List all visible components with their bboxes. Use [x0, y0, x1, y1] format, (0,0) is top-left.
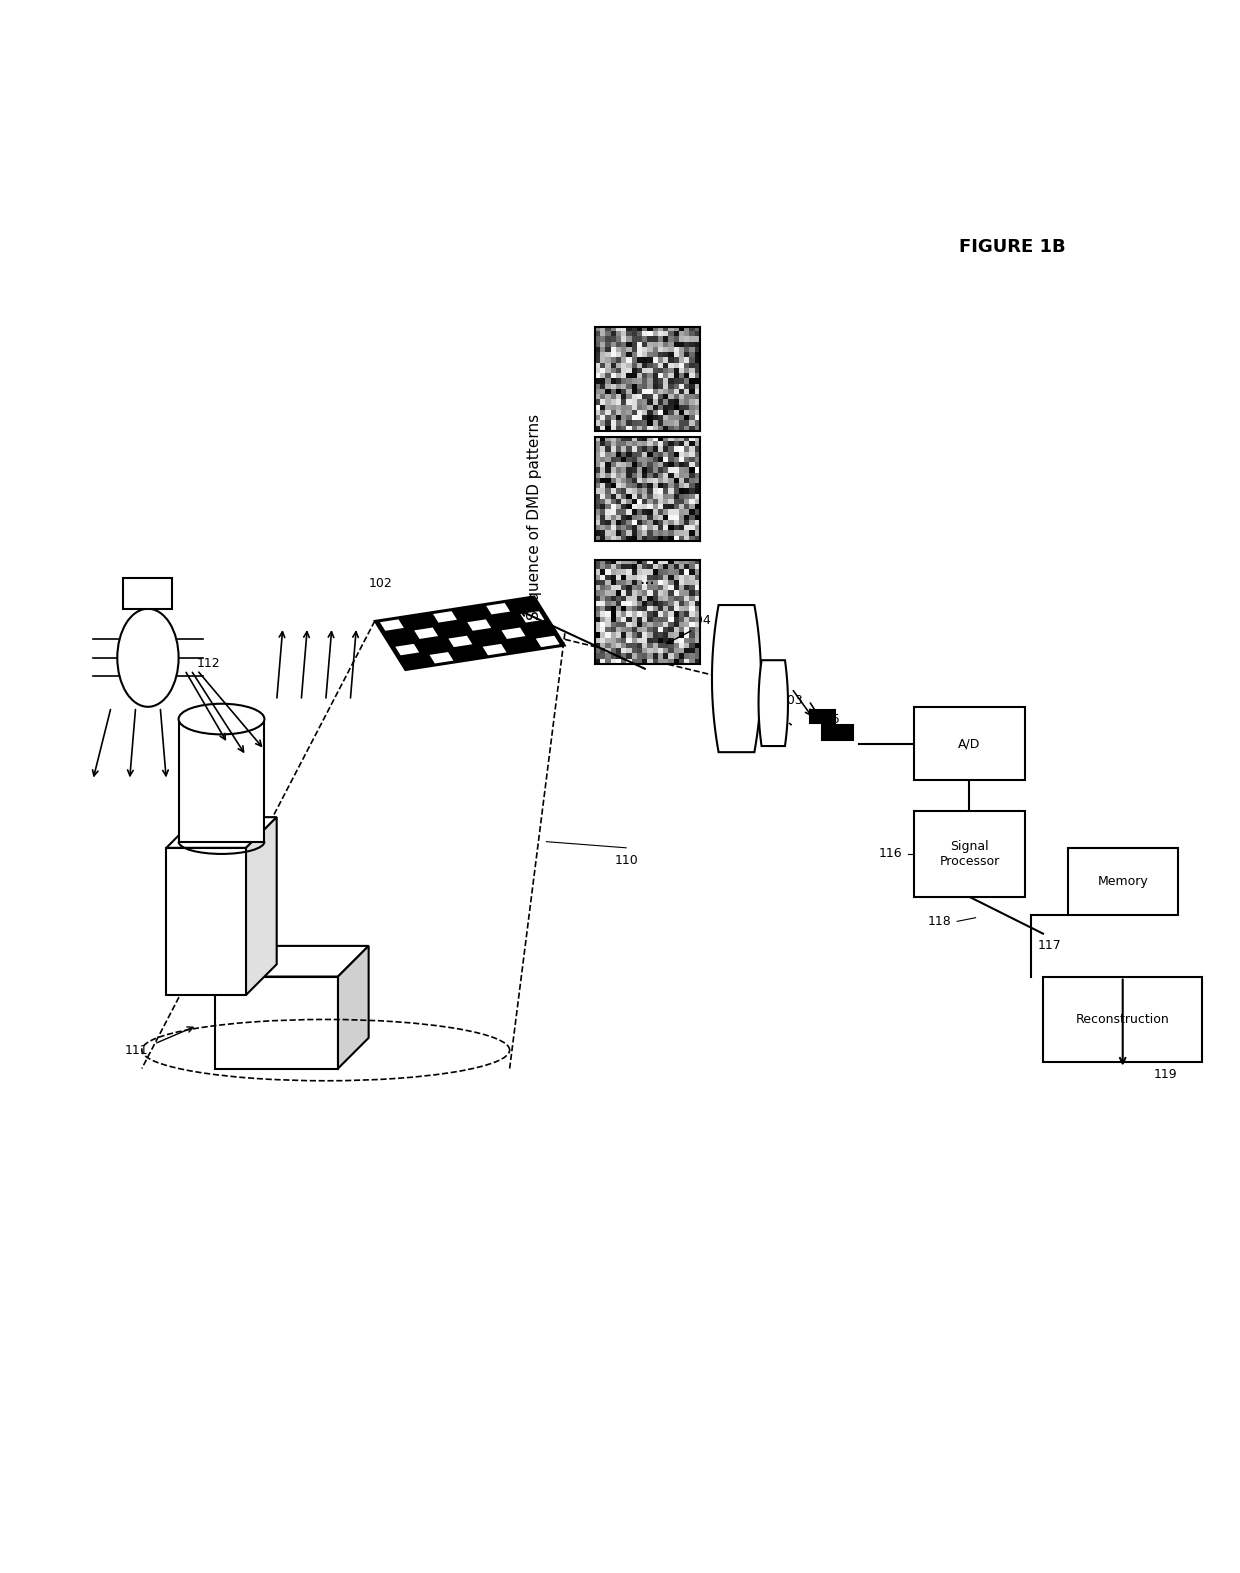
Polygon shape: [396, 643, 419, 656]
Polygon shape: [216, 945, 368, 977]
Polygon shape: [521, 612, 544, 623]
Text: ···: ···: [640, 576, 656, 593]
FancyBboxPatch shape: [1068, 848, 1178, 915]
FancyBboxPatch shape: [810, 711, 835, 722]
Text: 105: 105: [816, 713, 839, 725]
Polygon shape: [339, 945, 368, 1068]
Ellipse shape: [118, 609, 179, 706]
Text: 117: 117: [1038, 939, 1061, 952]
Polygon shape: [433, 612, 458, 623]
Polygon shape: [374, 596, 565, 670]
Text: 119: 119: [1153, 1068, 1177, 1081]
Polygon shape: [246, 816, 277, 996]
FancyBboxPatch shape: [822, 725, 853, 739]
Polygon shape: [379, 620, 404, 631]
Text: A/D: A/D: [959, 738, 981, 750]
Polygon shape: [759, 661, 787, 746]
Polygon shape: [429, 653, 454, 664]
FancyBboxPatch shape: [124, 577, 172, 609]
Text: 118: 118: [928, 915, 951, 928]
Text: 110: 110: [614, 854, 639, 867]
Polygon shape: [166, 816, 277, 848]
Polygon shape: [486, 602, 510, 615]
Text: Sequence of DMD patterns: Sequence of DMD patterns: [527, 414, 542, 620]
FancyBboxPatch shape: [179, 719, 264, 842]
Text: 104: 104: [687, 615, 712, 628]
Polygon shape: [482, 643, 507, 656]
Polygon shape: [501, 628, 526, 639]
Polygon shape: [414, 628, 438, 639]
FancyBboxPatch shape: [1043, 977, 1203, 1062]
FancyBboxPatch shape: [914, 812, 1024, 897]
FancyBboxPatch shape: [166, 848, 246, 996]
Text: Memory: Memory: [1097, 875, 1148, 889]
Text: Reconstruction: Reconstruction: [1076, 1013, 1169, 1026]
Polygon shape: [536, 635, 559, 647]
Text: FIGURE 1B: FIGURE 1B: [959, 238, 1065, 256]
Polygon shape: [467, 620, 491, 631]
Polygon shape: [712, 606, 761, 752]
Text: 102: 102: [370, 577, 393, 590]
FancyBboxPatch shape: [216, 977, 339, 1068]
Text: 103: 103: [780, 694, 804, 706]
Text: Signal
Processor: Signal Processor: [940, 840, 999, 868]
FancyBboxPatch shape: [914, 706, 1024, 780]
Text: 111: 111: [124, 1043, 148, 1057]
Polygon shape: [449, 635, 472, 647]
Ellipse shape: [179, 703, 264, 735]
Text: 112: 112: [197, 658, 221, 670]
Text: 116: 116: [878, 848, 901, 860]
